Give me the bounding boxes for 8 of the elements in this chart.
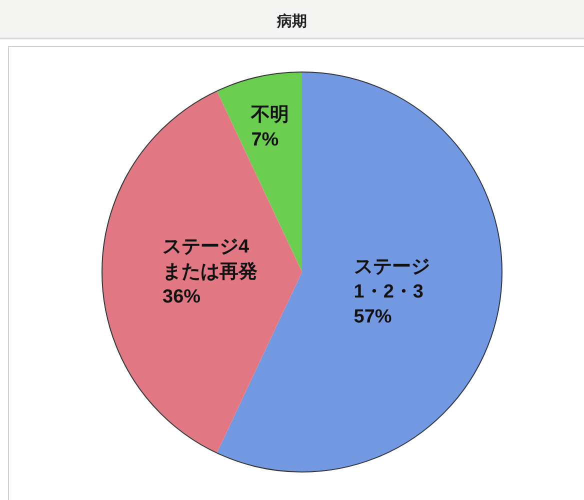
- slice-label: 不明: [250, 104, 290, 126]
- data-label: 7%: [251, 130, 279, 151]
- data-label: 36%: [162, 286, 201, 308]
- chart-title: 病期: [276, 13, 307, 30]
- slice-label: ステージ4 または再発: [162, 236, 258, 282]
- data-label: 57%: [354, 306, 392, 328]
- pie-slice: [102, 91, 302, 453]
- slice-label: ステージ 1・2・3: [354, 256, 430, 303]
